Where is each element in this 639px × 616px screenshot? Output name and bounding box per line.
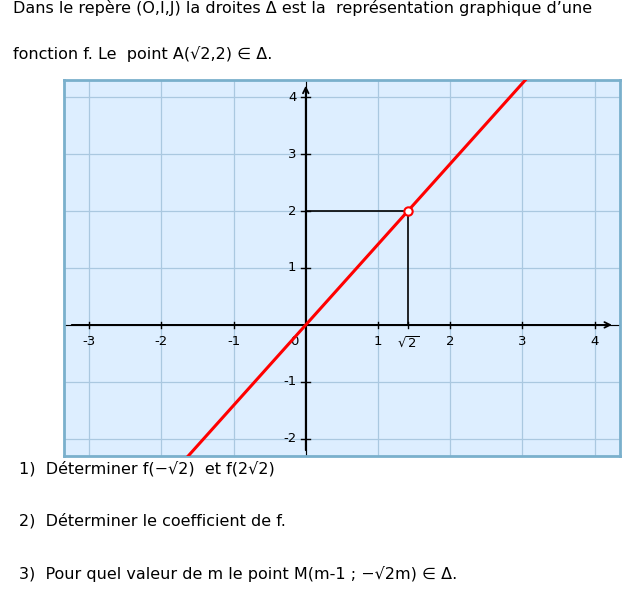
Text: -3: -3: [82, 335, 96, 348]
Text: 1: 1: [374, 335, 382, 348]
Text: 1: 1: [288, 261, 296, 275]
Text: -1: -1: [227, 335, 240, 348]
Text: 0: 0: [290, 335, 298, 348]
Text: 4: 4: [288, 91, 296, 103]
Text: 3)  Pour quel valeur de m le point M(m-1 ; −√2m) ∈ Δ.: 3) Pour quel valeur de m le point M(m-1 …: [19, 566, 457, 582]
Text: 2)  Déterminer le coefficient de f.: 2) Déterminer le coefficient de f.: [19, 514, 286, 529]
Text: 2: 2: [446, 335, 454, 348]
Text: fonction f. Le  point A(√2,2) ∈ Δ.: fonction f. Le point A(√2,2) ∈ Δ.: [13, 46, 272, 62]
Text: Dans le repère (O,I,J) la droites Δ est la  représentation graphique d’une: Dans le repère (O,I,J) la droites Δ est …: [13, 0, 592, 16]
Text: -1: -1: [283, 375, 296, 388]
Text: 3: 3: [288, 148, 296, 161]
Text: -2: -2: [155, 335, 168, 348]
Text: $\sqrt{2}$: $\sqrt{2}$: [397, 335, 419, 351]
Text: 3: 3: [518, 335, 527, 348]
Text: 4: 4: [590, 335, 599, 348]
Text: -2: -2: [283, 432, 296, 445]
Text: 1)  Déterminer f(−√2)  et f(2√2): 1) Déterminer f(−√2) et f(2√2): [19, 461, 275, 476]
Text: 2: 2: [288, 205, 296, 217]
